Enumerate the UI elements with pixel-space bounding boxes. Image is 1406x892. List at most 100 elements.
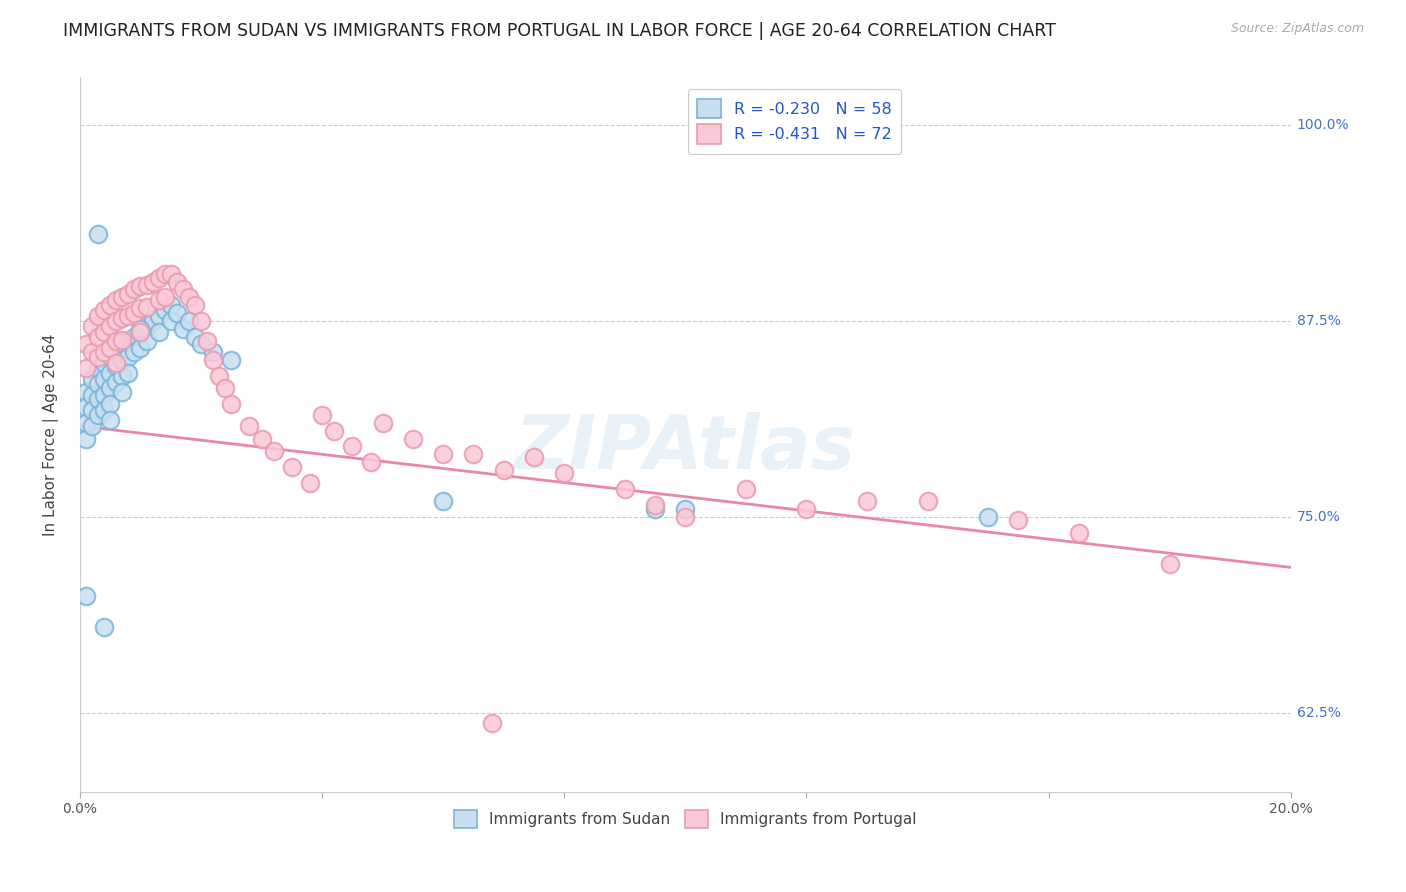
Point [553,466,575,480]
Point [87,309,110,323]
Point [360,455,382,469]
Point [159,267,181,281]
Point [153,267,176,281]
Point [93,302,115,317]
Point [195,334,218,349]
Point [80,318,103,333]
Point [202,345,225,359]
Point [432,494,454,508]
Point [1067,525,1090,540]
Point [142,314,165,328]
Point [221,353,243,368]
Point [148,325,170,339]
Point [129,341,152,355]
Point [80,419,103,434]
Point [523,450,546,465]
Point [75,401,97,415]
Point [87,361,110,376]
Point [148,293,170,308]
Point [111,337,134,351]
Point [124,282,146,296]
Point [93,345,115,359]
Point [463,447,485,461]
Point [87,376,110,391]
Point [93,403,115,417]
Point [402,432,425,446]
Point [323,424,346,438]
Point [644,502,666,516]
Point [124,306,146,320]
Point [221,397,243,411]
Point [98,341,121,355]
Point [117,334,139,349]
Point [105,375,128,389]
Point [75,337,97,351]
Point [917,494,939,508]
Point [105,343,128,358]
Point [98,366,121,380]
Point [135,300,157,314]
Point [159,298,181,312]
Point [148,271,170,285]
Point [644,498,666,512]
Point [184,298,207,312]
Point [432,447,454,461]
Point [87,227,110,242]
Point [80,403,103,417]
Point [80,372,103,386]
Point [250,432,273,446]
Point [93,620,115,634]
Point [202,353,225,368]
Point [93,325,115,339]
Point [281,459,304,474]
Text: Source: ZipAtlas.com: Source: ZipAtlas.com [1230,22,1364,36]
Point [75,432,97,446]
Point [105,359,128,374]
Point [129,325,152,339]
Point [613,482,636,496]
Point [111,290,134,304]
Text: 62.5%: 62.5% [1296,706,1341,721]
Point [98,318,121,333]
Point [124,329,146,343]
Point [177,314,200,328]
Point [208,368,231,383]
Point [135,277,157,292]
Point [117,366,139,380]
Point [111,353,134,368]
Point [129,279,152,293]
Point [238,419,260,434]
Point [98,298,121,312]
Point [856,494,879,508]
Text: ZIPAtlas: ZIPAtlas [515,412,856,485]
Point [263,444,285,458]
Point [111,333,134,347]
Point [98,350,121,364]
Point [142,275,165,289]
Point [977,510,1000,524]
Point [117,350,139,364]
Point [735,482,758,496]
Y-axis label: In Labor Force | Age 20-64: In Labor Force | Age 20-64 [44,334,59,536]
Point [98,381,121,395]
Point [111,368,134,383]
Point [214,381,236,395]
Point [1007,513,1029,527]
Point [75,589,97,603]
Point [1159,558,1181,572]
Point [93,356,115,370]
Point [135,318,157,333]
Point [166,306,188,320]
Point [105,356,128,370]
Point [172,321,194,335]
Point [159,314,181,328]
Point [87,392,110,407]
Point [673,510,696,524]
Point [148,309,170,323]
Point [98,397,121,411]
Point [371,416,394,430]
Text: 100.0%: 100.0% [1296,118,1350,131]
Point [129,325,152,339]
Point [311,408,333,422]
Point [75,416,97,430]
